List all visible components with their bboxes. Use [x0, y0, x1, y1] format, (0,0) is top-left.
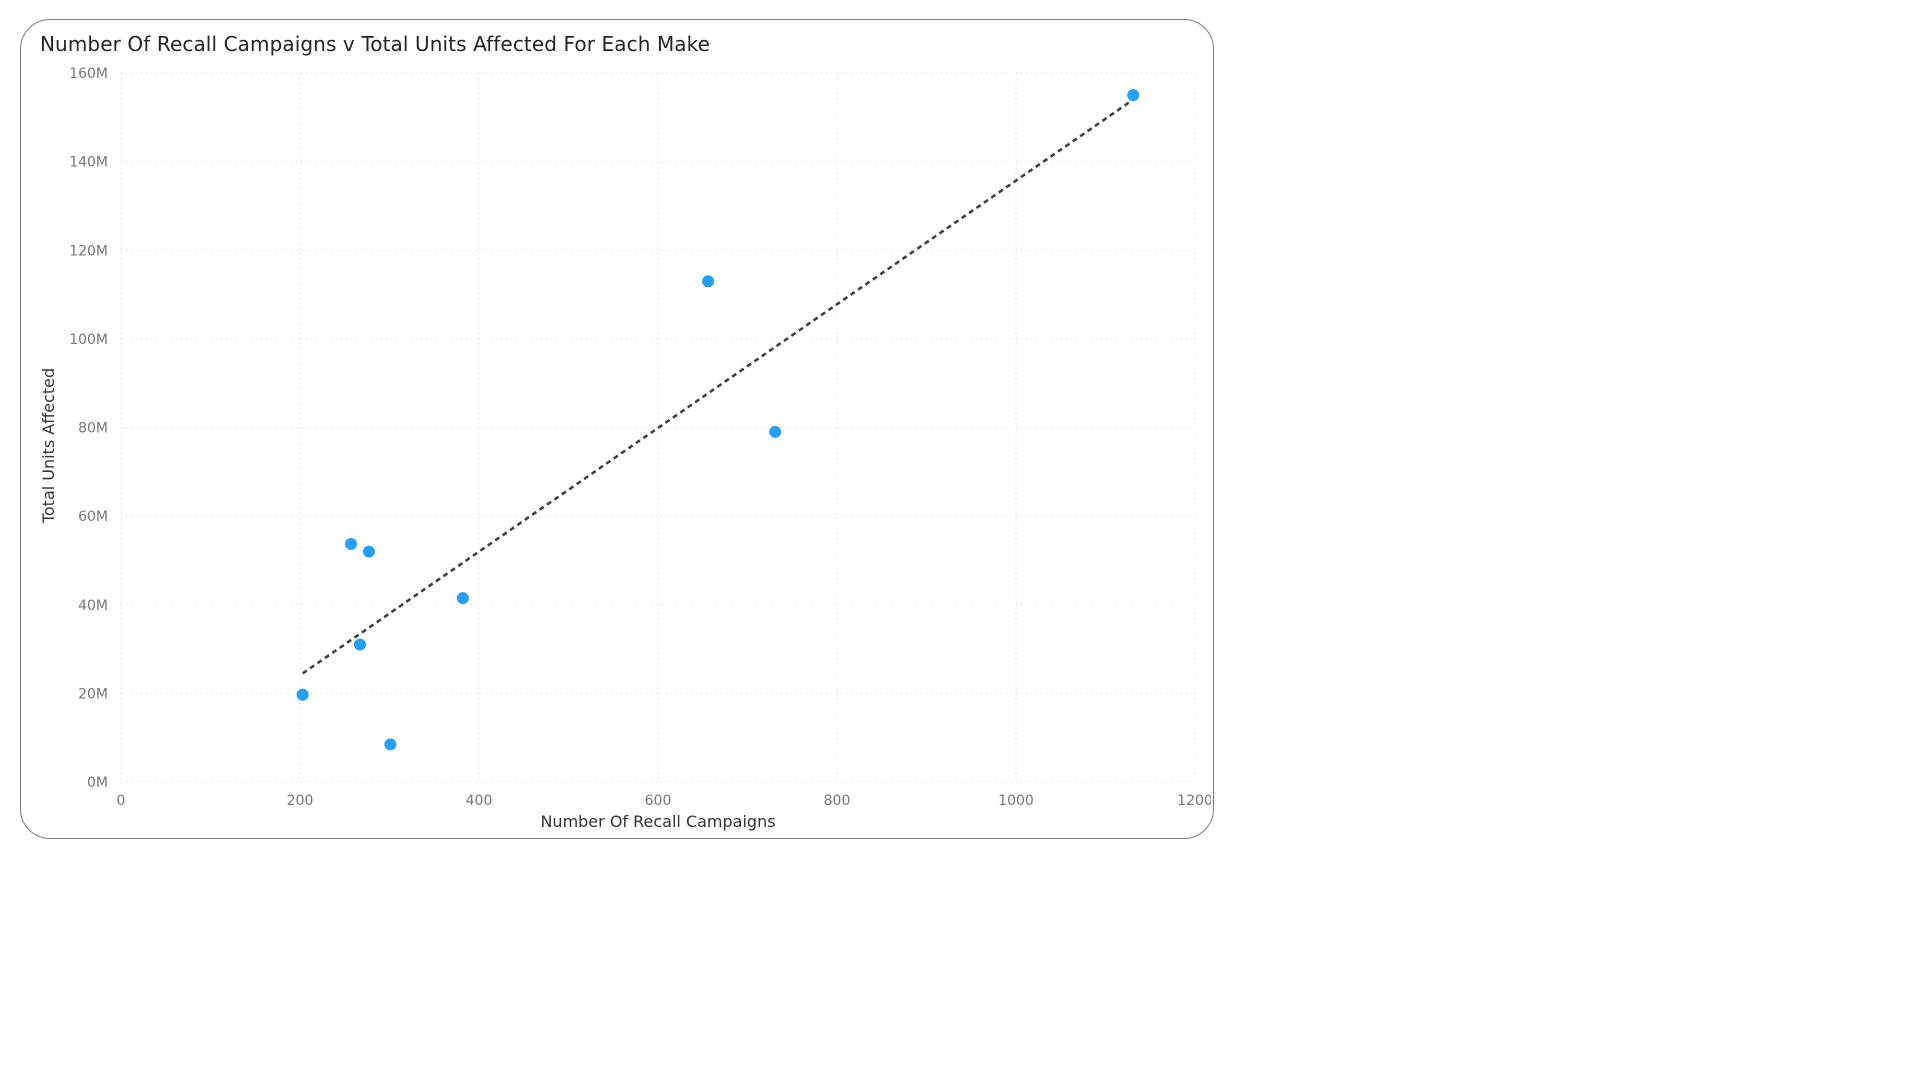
y-tick-label: 160M: [69, 66, 108, 82]
x-tick-label: 1000: [998, 793, 1034, 809]
x-axis-ticks: 0 200 400 600 800 1000 1200: [117, 793, 1211, 809]
x-tick-label: 600: [645, 793, 672, 809]
data-point[interactable]: [456, 592, 469, 605]
x-tick-label: 400: [466, 793, 493, 809]
data-point[interactable]: [296, 688, 309, 701]
trendline: [301, 98, 1134, 675]
chart-card: Number Of Recall Campaigns v Total Units…: [20, 19, 1214, 839]
data-point[interactable]: [362, 545, 375, 558]
y-axis-ticks: 0M 20M 40M 60M 80M 100M 120M 140M 160M: [69, 66, 108, 791]
x-tick-label: 1200: [1177, 793, 1211, 809]
data-point[interactable]: [345, 538, 358, 551]
x-tick-label: 800: [824, 793, 851, 809]
data-point[interactable]: [1127, 89, 1140, 102]
y-tick-label: 0M: [87, 775, 108, 791]
y-tick-label: 80M: [78, 421, 108, 437]
data-point[interactable]: [384, 738, 397, 751]
y-tick-label: 20M: [78, 686, 108, 702]
y-tick-label: 140M: [69, 155, 108, 171]
x-axis-title: Number Of Recall Campaigns: [540, 812, 775, 831]
x-tick-label: 0: [117, 793, 126, 809]
data-point[interactable]: [353, 638, 366, 651]
x-tick-label: 200: [287, 793, 314, 809]
scatter-chart: 0M 20M 40M 60M 80M 100M 120M 140M 160M 0 200 400 60…: [39, 66, 1211, 831]
y-tick-label: 100M: [69, 332, 108, 348]
y-tick-label: 40M: [78, 598, 108, 614]
y-tick-label: 120M: [69, 243, 108, 259]
grid-lines: [120, 72, 1196, 783]
chart-title: Number Of Recall Campaigns v Total Units…: [40, 32, 711, 56]
data-point[interactable]: [769, 425, 782, 438]
data-point[interactable]: [702, 275, 715, 288]
y-tick-label: 60M: [78, 509, 108, 525]
y-axis-title: Total Units Affected: [39, 368, 58, 524]
data-points: [296, 89, 1140, 751]
